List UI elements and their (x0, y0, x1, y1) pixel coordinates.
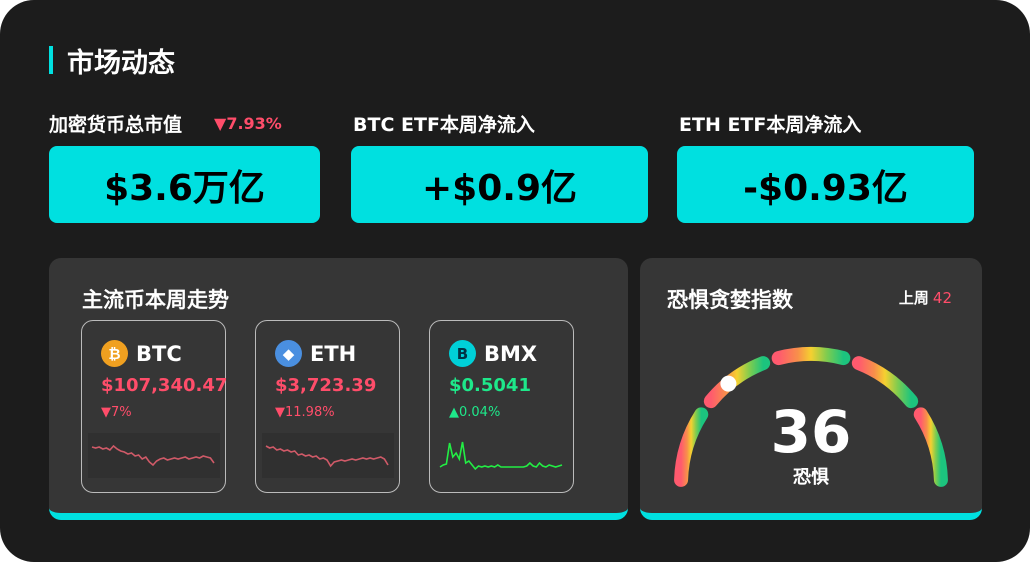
coin-card-btc[interactable]: ₿ BTC $107,340.47 ▼7% (81, 320, 228, 493)
gauge-segment (703, 356, 771, 409)
title-text: 市场动态 (67, 47, 175, 79)
page-title: 市场动态 (49, 44, 175, 79)
bitcoin-icon: ₿ (101, 340, 128, 367)
coin-symbol: ETH (310, 341, 357, 366)
last-week-value: 42 (932, 289, 952, 307)
coin-change: ▼7% (101, 405, 132, 420)
coin-change: ▼11.98% (275, 405, 335, 420)
fear-greed-title: 恐惧贪婪指数 (667, 288, 793, 312)
eth-etf-label: ETH ETF本周净流入 (679, 114, 862, 136)
sparkline (265, 445, 389, 468)
sparkline-chart (262, 433, 394, 478)
sparkline-chart (439, 441, 563, 471)
eth-etf-value: -$0.93亿 (677, 146, 974, 223)
fear-greed-value: 36 (770, 398, 852, 466)
last-week: 上周 42 (899, 287, 952, 308)
market-cap-change: ▼7.93% (214, 114, 282, 133)
sparkline (91, 444, 215, 467)
coin-change: ▲0.04% (449, 405, 501, 420)
coin-card-bmx[interactable]: B BMX $0.5041 ▲0.04% (429, 320, 574, 493)
btc-etf-label: BTC ETF本周净流入 (353, 114, 535, 136)
coin-price: $3,723.39 (275, 375, 377, 396)
gauge-segment (913, 407, 948, 487)
market-cap-label: 加密货币总市值 ▼7.93% (49, 110, 282, 137)
fear-greed-panel: 恐惧贪婪指数 上周 42 36 恐惧 (640, 258, 982, 520)
ethereum-icon: ◆ (275, 340, 302, 367)
gauge-pointer (720, 375, 737, 392)
trends-title: 主流币本周走势 (82, 288, 229, 312)
fear-greed-label: 恐惧 (793, 467, 829, 488)
coin-price: $107,340.47 (101, 375, 228, 396)
last-week-label: 上周 (898, 289, 929, 307)
coin-symbol: BMX (484, 341, 538, 366)
gauge-segment (851, 356, 919, 409)
stat-label-text: 加密货币总市值 (49, 114, 183, 136)
bmx-icon: B (449, 340, 476, 367)
coin-price: $0.5041 (449, 375, 531, 396)
weekly-trends-panel: 主流币本周走势 ₿ BTC $107,340.47 ▼7% ◆ ETH $3,723… (49, 258, 628, 520)
gauge-segment (771, 347, 851, 366)
btc-etf-value: +$0.9亿 (351, 146, 648, 223)
gauge-segment (674, 407, 709, 487)
coin-symbol: BTC (136, 341, 182, 366)
market-cap-value: $3.6万亿 (49, 146, 320, 223)
title-accent (49, 46, 53, 74)
sparkline-chart (88, 433, 220, 478)
sparkline (439, 441, 563, 471)
coin-card-eth[interactable]: ◆ ETH $3,723.39 ▼11.98% (255, 320, 400, 493)
fear-greed-gauge (674, 347, 948, 487)
